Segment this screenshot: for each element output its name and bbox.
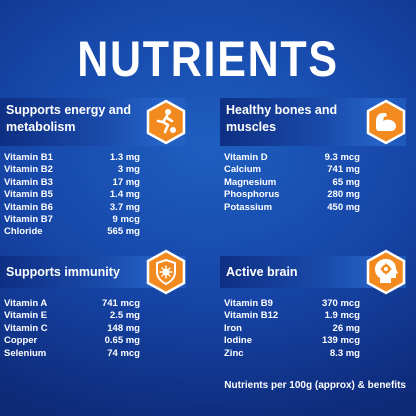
head-gear-icon [366,249,406,295]
section-title: Active brain [226,265,298,279]
section-header: Supports energy and metabolism [0,98,186,146]
section-title: Healthy bones and muscles [226,103,338,134]
section-header: Active brain [220,249,406,295]
list-item: Copper 0.65 mg [4,335,140,347]
list-item: Vitamin B9 370 mcg [224,298,360,309]
list-item: Iodine 139 mcg [224,335,360,347]
list-item: Selenium 74 mcg [4,347,140,359]
section-title: Supports energy and metabolism [6,103,132,134]
list-item: Zinc 8.3 mg [224,347,360,359]
nutrient-list: Vitamin B1 1.3 mg Vitamin B2 3 mg Vitamin … [0,152,186,239]
list-item: Vitamin D 9.3 mcg [224,152,360,163]
nutrient-list: Vitamin A 741 mcg Vitamin E 2.5 mg Vitamin… [0,298,186,360]
list-item: Potassium 450 mg [224,201,360,213]
nutrient-list: Vitamin D 9.3 mcg Calcium 741 mg Magnesium… [220,152,406,214]
list-item: Calcium 741 mg [224,164,360,176]
nutrient-list: Vitamin B9 370 mcg Vitamin B12 1.9 mcg Iro… [220,298,406,360]
list-item: Vitamin B7 9 mcg [4,214,140,226]
flexed-arm-icon [366,99,406,145]
list-item: Vitamin E 2.5 mg [4,310,140,322]
list-item: Vitamin B5 1.4 mg [4,189,140,201]
list-item: Vitamin B6 3.7 mg [4,201,140,213]
football-player-icon [146,99,186,145]
section-bones-muscles: Healthy bones and muscles Vitamin D 9.3 m… [220,98,406,214]
list-item: Vitamin A 741 mcg [4,298,140,309]
list-item: Vitamin B3 17 mg [4,176,140,188]
list-item: Vitamin B12 1.9 mcg [224,310,360,322]
list-item: Chloride 565 mg [4,226,140,238]
list-item: Phosphorus 280 mg [224,189,360,201]
list-item: Vitamin B2 3 mg [4,164,140,176]
section-header: Healthy bones and muscles [220,98,406,146]
list-item: Iron 26 mg [224,322,360,334]
footer-note: Nutrients per 100g (approx) & benefits [224,380,406,391]
section-title: Supports immunity [6,265,120,279]
list-item: Magnesium 65 mg [224,176,360,188]
list-item: Vitamin C 148 mg [4,322,140,334]
shield-virus-icon [146,249,186,295]
section-energy-metabolism: Supports energy and metabolism Vitamin B… [0,98,186,239]
section-immunity: Supports immunity Vitamin A 741 mcg Vitam… [0,249,186,360]
section-header: Supports immunity [0,249,186,295]
section-active-brain: Active brain Vitamin B9 370 mcg Vitamin B… [220,249,406,360]
page-title: NUTRIENTS [77,31,339,87]
list-item: Vitamin B1 1.3 mg [4,152,140,163]
